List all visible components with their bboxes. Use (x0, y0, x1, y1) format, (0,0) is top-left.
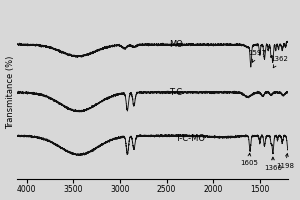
Text: T-C-MO: T-C-MO (175, 134, 205, 143)
Text: MO: MO (169, 40, 183, 49)
Text: 1605: 1605 (240, 153, 258, 166)
Text: T-C: T-C (169, 88, 182, 97)
Text: 1198: 1198 (276, 154, 294, 169)
Text: 1362: 1362 (270, 56, 288, 68)
Text: 1360: 1360 (264, 157, 282, 171)
Text: 1597: 1597 (248, 50, 266, 62)
Y-axis label: Transmitance (%): Transmitance (%) (6, 56, 15, 129)
